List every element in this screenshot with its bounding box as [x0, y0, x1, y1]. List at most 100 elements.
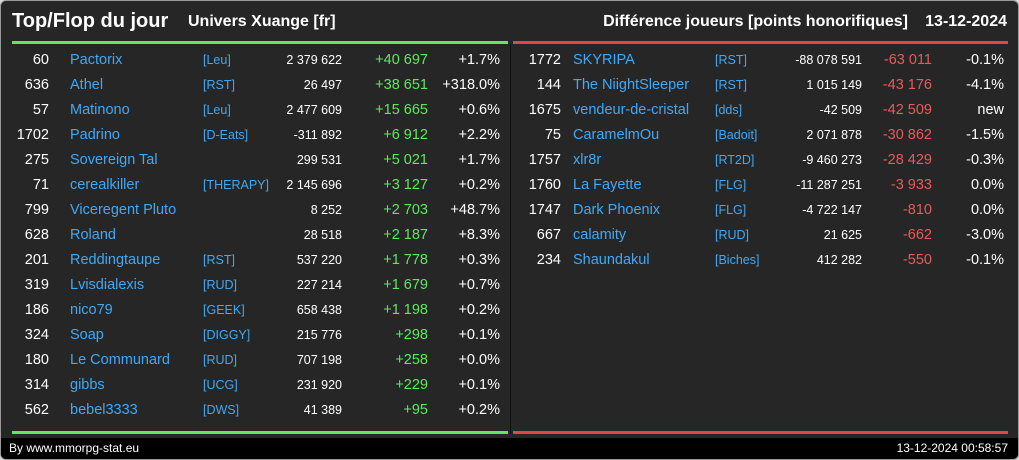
- player-total-points: -9 460 273: [802, 153, 862, 167]
- player-total-points: 707 198: [296, 353, 342, 367]
- guild-tag-link[interactable]: [Biches]: [715, 253, 760, 267]
- percent-change: new: [977, 102, 1004, 118]
- table-row: 628 Roland 28 518 +2 187 +8.3%: [1, 223, 510, 248]
- player-name-link[interactable]: Sovereign Tal: [70, 152, 158, 168]
- points-diff: -42 509: [882, 102, 932, 118]
- player-name-link[interactable]: Viceregent Pluto: [70, 202, 177, 218]
- percent-change: -4.1%: [966, 77, 1004, 93]
- player-total-points: 21 625: [823, 228, 862, 242]
- guild-tag-link[interactable]: [RST]: [203, 253, 235, 267]
- player-name-link[interactable]: Athel: [70, 77, 104, 93]
- points-diff: +15 665: [375, 102, 428, 118]
- table-row: 319 Lvisdialexis [RUD] 227 214 +1 679 +0.7%: [1, 273, 510, 298]
- guild-tag-link[interactable]: [FLG]: [715, 178, 747, 192]
- flop-header-bar: [513, 41, 1008, 44]
- player-total-points: 2 145 696: [286, 178, 342, 192]
- guild-tag-link[interactable]: [D-Eats]: [203, 128, 249, 142]
- guild-tag-link[interactable]: [Badoit]: [715, 128, 758, 142]
- guild-tag-link[interactable]: [RUD]: [203, 278, 238, 292]
- table-row: 60 Pactorix [Leu] 2 379 622 +40 697 +1.7%: [1, 48, 510, 73]
- table-row: 57 Matinono [Leu] 2 477 609 +15 665 +0.6%: [1, 98, 510, 123]
- player-name-link[interactable]: Padrino: [70, 127, 120, 143]
- table-row: 636 Athel [RST] 26 497 +38 651 +318.0%: [1, 73, 510, 98]
- player-name-link[interactable]: SKYRIPA: [573, 52, 635, 68]
- flop-footer-bar: [513, 431, 1008, 434]
- table-row: 1757 xlr8r [RT2D] -9 460 273 -28 429 -0.3%: [511, 148, 1018, 173]
- percent-change: +0.1%: [458, 327, 500, 343]
- player-name-link[interactable]: bebel3333: [70, 402, 138, 418]
- player-name-link[interactable]: calamity: [573, 227, 627, 243]
- guild-tag-link[interactable]: [FLG]: [715, 203, 747, 217]
- player-name-link[interactable]: Matinono: [70, 102, 130, 118]
- guild-tag-link[interactable]: [RST]: [715, 53, 747, 67]
- player-rank: 144: [536, 77, 561, 93]
- points-diff: +1 198: [383, 302, 428, 318]
- header: Top/Flop du jour Univers Xuange [fr] Dif…: [1, 1, 1018, 41]
- guild-tag-link[interactable]: [RT2D]: [715, 153, 755, 167]
- player-rank: 319: [24, 277, 49, 293]
- table-row: 799 Viceregent Pluto 8 252 +2 703 +48.7%: [1, 198, 510, 223]
- player-name-link[interactable]: Le Communard: [70, 352, 170, 368]
- player-name-link[interactable]: La Fayette: [573, 177, 642, 193]
- player-rank: 1747: [528, 202, 561, 218]
- player-rank: 1757: [528, 152, 561, 168]
- player-total-points: 2 477 609: [286, 103, 342, 117]
- player-name-link[interactable]: Pactorix: [70, 52, 123, 68]
- player-rank: 324: [24, 327, 49, 343]
- percent-change: -0.1%: [966, 252, 1004, 268]
- player-name-link[interactable]: Lvisdialexis: [70, 277, 145, 293]
- guild-tag-link[interactable]: [Leu]: [203, 53, 231, 67]
- footer-credit: By www.mmorpg-stat.eu: [9, 441, 140, 455]
- player-total-points: 2 071 878: [806, 128, 862, 142]
- points-diff: -662: [902, 227, 932, 243]
- points-diff: -28 429: [882, 152, 932, 168]
- player-name-link[interactable]: Dark Phoenix: [573, 202, 661, 218]
- player-name-link[interactable]: Soap: [70, 327, 104, 343]
- guild-tag-link[interactable]: [GEEK]: [203, 303, 245, 317]
- points-diff: +95: [403, 402, 428, 418]
- player-name-link[interactable]: CaramelmOu: [573, 127, 660, 143]
- player-rank: 1760: [528, 177, 561, 193]
- percent-change: +0.2%: [458, 302, 500, 318]
- guild-tag-link[interactable]: [RUD]: [715, 228, 750, 242]
- table-row: 201 Reddingtaupe [RST] 537 220 +1 778 +0.3%: [1, 248, 510, 273]
- guild-tag-link[interactable]: [RST]: [715, 78, 747, 92]
- player-name-link[interactable]: gibbs: [70, 377, 105, 393]
- player-name-link[interactable]: Roland: [70, 227, 116, 243]
- guild-tag-link[interactable]: [Leu]: [203, 103, 231, 117]
- points-diff: +6 912: [383, 127, 428, 143]
- player-total-points: 28 518: [303, 228, 342, 242]
- top-header-bar: [12, 41, 508, 44]
- player-name-link[interactable]: nico79: [70, 302, 113, 318]
- top-losers-panel: 1772 SKYRIPA [RST] -88 078 591 -63 011 -0.1% 1…: [511, 48, 1018, 428]
- table-row: 1772 SKYRIPA [RST] -88 078 591 -63 011 -0.1%: [511, 48, 1018, 73]
- guild-tag-link[interactable]: [DIGGY]: [203, 328, 251, 342]
- player-total-points: -11 287 251: [796, 178, 862, 192]
- guild-tag-link[interactable]: [RUD]: [203, 353, 238, 367]
- guild-tag-link[interactable]: [dds]: [715, 103, 743, 117]
- percent-change: -0.3%: [966, 152, 1004, 168]
- table-row: 1675 vendeur-de-cristal [dds] -42 509 -42 50…: [511, 98, 1018, 123]
- player-total-points: 537 220: [296, 253, 342, 267]
- player-name-link[interactable]: xlr8r: [573, 152, 602, 168]
- player-name-link[interactable]: vendeur-de-cristal: [573, 102, 690, 118]
- guild-tag-link[interactable]: [UCG]: [203, 378, 238, 392]
- player-rank: 234: [536, 252, 561, 268]
- percent-change: +48.7%: [450, 202, 500, 218]
- player-rank: 201: [24, 252, 49, 268]
- table-row: 144 The NiightSleeper [RST] 1 015 149 -43 17…: [511, 73, 1018, 98]
- player-name-link[interactable]: The NiightSleeper: [573, 77, 690, 93]
- guild-tag-link[interactable]: [DWS]: [203, 403, 240, 417]
- guild-tag-link[interactable]: [THERAPY]: [203, 178, 269, 192]
- player-rank: 57: [32, 102, 49, 118]
- points-diff: +2 187: [383, 227, 428, 243]
- guild-tag-link[interactable]: [RST]: [203, 78, 235, 92]
- player-name-link[interactable]: Shaundakul: [573, 252, 650, 268]
- player-name-link[interactable]: cerealkiller: [70, 177, 140, 193]
- player-total-points: 8 252: [310, 203, 342, 217]
- footer-timestamp: 13-12-2024 00:58:57: [896, 441, 1008, 455]
- percent-change: -3.0%: [966, 227, 1004, 243]
- table-row: 1747 Dark Phoenix [FLG] -4 722 147 -810 0.0%: [511, 198, 1018, 223]
- player-name-link[interactable]: Reddingtaupe: [70, 252, 161, 268]
- points-diff: +2 703: [383, 202, 428, 218]
